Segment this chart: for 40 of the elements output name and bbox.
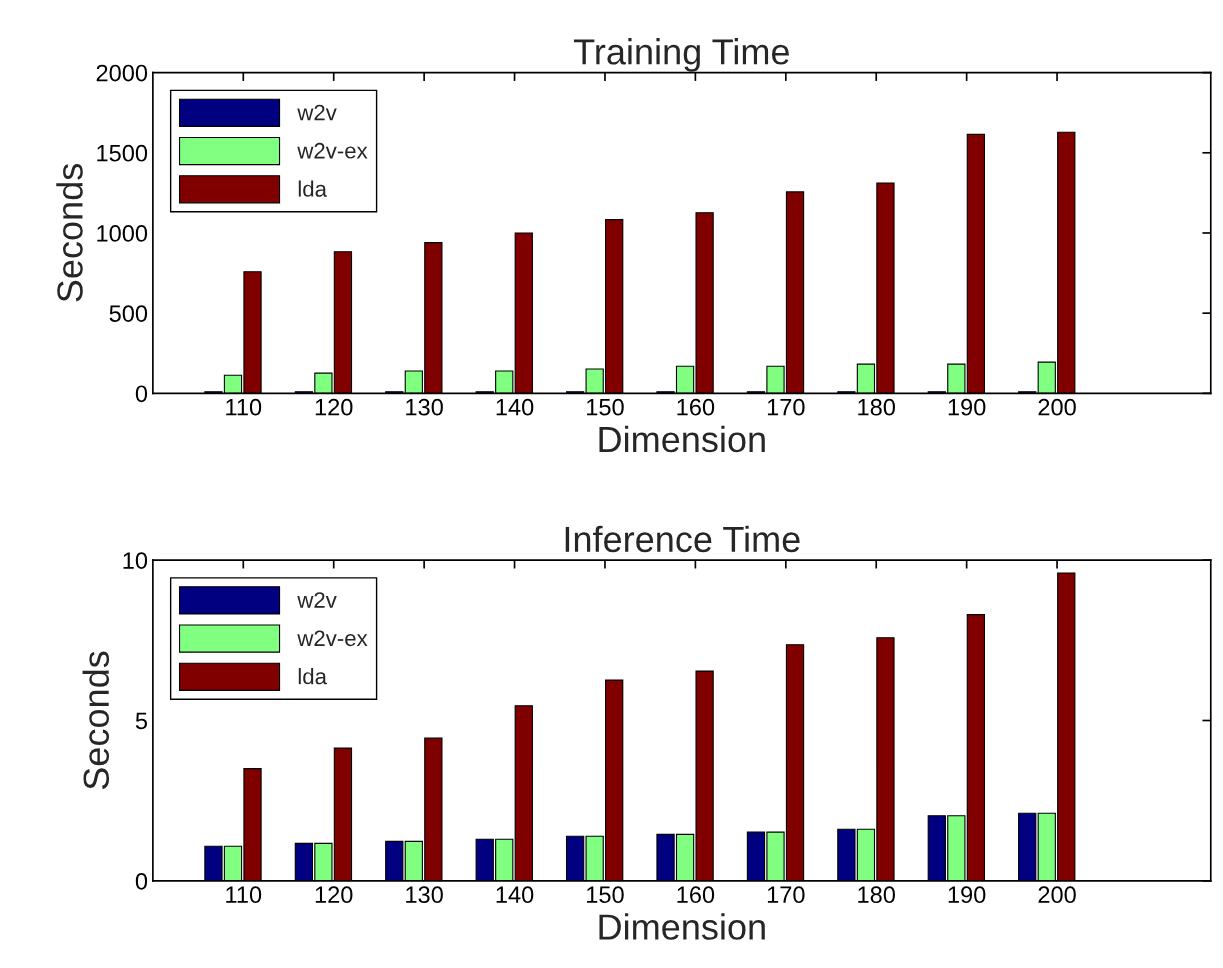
x-tick-label: 180 [858,398,895,416]
x-tick-label: 170 [767,886,805,904]
y-tick-label: 500 [109,305,148,322]
x-tick-label: 190 [948,886,986,904]
legend-label: w2v [297,104,337,121]
x-tick-label: 140 [496,398,534,416]
x-tick-label: 120 [315,886,353,904]
x-tick-label: 180 [858,886,895,904]
y-tick-label: 2000 [96,64,148,82]
x-axis-title: Dimension [599,425,765,453]
x-tick-label: 140 [496,886,534,904]
x-tick-label: 160 [677,886,715,904]
y-tick-label: 1000 [97,225,148,242]
x-tick-label: 170 [767,398,805,416]
legend-label: w2v-ex [297,142,368,159]
y-tick-label: 0 [135,385,148,403]
y-axis-title: Seconds [56,164,83,302]
x-tick-label: 150 [587,398,624,416]
y-tick-label: 5 [135,712,148,730]
x-tick-label: 200 [1038,398,1076,416]
x-tick-label: 130 [406,398,443,416]
y-axis-title: Seconds [82,651,110,790]
legend-label: w2v-ex [297,630,368,647]
x-tick-label: 160 [677,398,715,416]
x-tick-label: 200 [1038,886,1076,904]
y-tick-label: 0 [135,872,148,890]
chart-title: Inference Time [565,525,800,553]
x-tick-label: 110 [226,398,262,416]
legend-label: w2v [297,592,337,608]
x-axis-title: Dimension [599,913,765,940]
x-tick-label: 110 [226,886,262,904]
y-tick-label: 1500 [97,144,148,162]
x-tick-label: 150 [587,886,624,904]
x-tick-label: 120 [315,398,353,416]
legend-label: lda [298,180,327,197]
y-tick-label: 10 [123,552,148,569]
x-tick-label: 190 [948,398,986,416]
chart-title: Training Time [573,38,789,72]
x-tick-label: 130 [406,886,443,904]
legend-label: lda [298,668,327,685]
